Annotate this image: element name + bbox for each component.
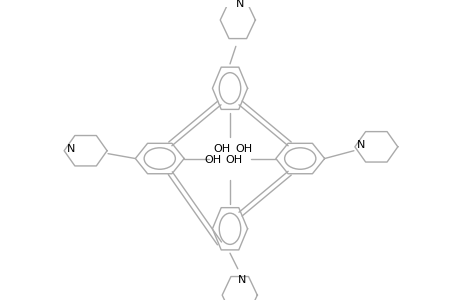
Text: OH: OH (213, 144, 230, 154)
Text: OH: OH (203, 155, 220, 166)
Text: N: N (237, 274, 246, 284)
Text: N: N (235, 0, 243, 9)
Text: N: N (356, 140, 364, 150)
Text: N: N (67, 144, 75, 154)
Text: OH: OH (235, 144, 252, 154)
Text: OH: OH (225, 155, 242, 166)
